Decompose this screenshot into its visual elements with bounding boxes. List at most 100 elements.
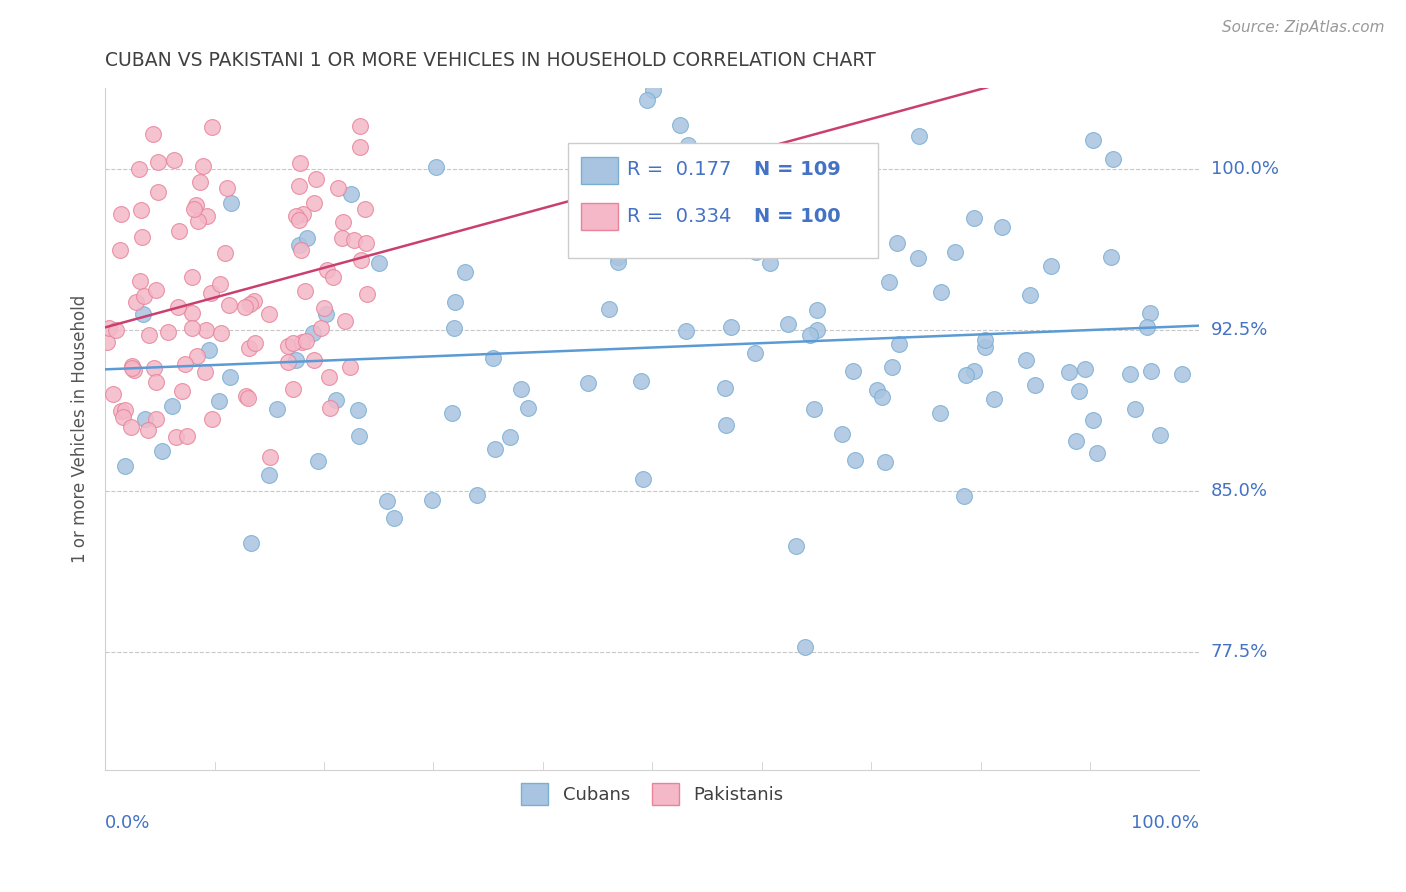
Point [516, 401, 538, 416]
Point [215, 180, 238, 194]
Point [281, 382, 304, 396]
Point [181, 306, 204, 320]
Point [201, 120, 224, 135]
FancyBboxPatch shape [568, 143, 877, 259]
Point [645, 173, 668, 187]
Point [288, 213, 311, 227]
Point [744, 244, 766, 259]
Point [277, 339, 299, 353]
Point [143, 360, 166, 375]
Point [309, 321, 332, 335]
Point [1139, 364, 1161, 378]
Point [132, 289, 155, 303]
Point [148, 155, 170, 169]
Point [443, 321, 465, 335]
Point [294, 284, 316, 298]
Point [714, 417, 737, 432]
Point [340, 187, 363, 202]
Point [290, 156, 312, 170]
Text: R =  0.177: R = 0.177 [627, 161, 731, 179]
Point [97, 321, 120, 335]
Point [962, 211, 984, 226]
Point [991, 220, 1014, 235]
Point [354, 202, 377, 216]
FancyBboxPatch shape [581, 157, 619, 184]
Point [799, 328, 821, 343]
Point [343, 233, 366, 247]
Point [866, 383, 889, 397]
Point [794, 640, 817, 655]
Point [347, 428, 370, 442]
Point [1019, 287, 1042, 301]
Point [1064, 434, 1087, 448]
Point [636, 238, 658, 252]
Point [245, 335, 267, 350]
Point [288, 237, 311, 252]
Point [183, 202, 205, 216]
Point [335, 55, 357, 70]
Point [266, 402, 288, 417]
Point [314, 301, 336, 316]
Text: Source: ZipAtlas.com: Source: ZipAtlas.com [1222, 20, 1385, 35]
Point [128, 274, 150, 288]
Point [325, 393, 347, 408]
Point [238, 297, 260, 311]
Point [167, 300, 190, 314]
Point [219, 370, 242, 384]
Point [332, 215, 354, 229]
Point [128, 162, 150, 177]
Text: 77.5%: 77.5% [1211, 643, 1268, 661]
Point [201, 411, 224, 425]
Point [197, 343, 219, 357]
Point [870, 390, 893, 404]
Point [842, 364, 865, 378]
Point [318, 370, 340, 384]
Point [277, 355, 299, 369]
Point [425, 160, 447, 174]
Point [172, 384, 194, 398]
Point [808, 219, 831, 234]
Point [714, 381, 737, 395]
Point [233, 301, 256, 315]
Point [330, 231, 353, 245]
Point [1015, 353, 1038, 368]
Text: CUBAN VS PAKISTANI 1 OR MORE VEHICLES IN HOUSEHOLD CORRELATION CHART: CUBAN VS PAKISTANI 1 OR MORE VEHICLES IN… [105, 51, 876, 70]
Point [319, 401, 342, 415]
Point [294, 334, 316, 348]
Point [188, 175, 211, 189]
Point [983, 392, 1005, 406]
Point [114, 459, 136, 474]
Point [929, 285, 952, 299]
Point [676, 138, 699, 153]
Point [973, 340, 995, 354]
Point [633, 472, 655, 486]
Point [953, 490, 976, 504]
Point [110, 207, 132, 221]
Point [1069, 384, 1091, 399]
Point [875, 454, 897, 468]
Point [176, 429, 198, 443]
Point [129, 202, 152, 217]
Point [191, 160, 214, 174]
Point [499, 430, 522, 444]
Point [465, 488, 488, 502]
Point [886, 235, 908, 250]
Point [238, 391, 260, 405]
Point [356, 287, 378, 301]
Point [136, 423, 159, 437]
Point [806, 323, 828, 337]
Point [138, 328, 160, 343]
Point [382, 511, 405, 525]
FancyBboxPatch shape [581, 203, 619, 230]
Point [907, 251, 929, 265]
Point [163, 153, 186, 168]
Point [257, 307, 280, 321]
Point [219, 195, 242, 210]
Point [641, 83, 664, 97]
Point [785, 540, 807, 554]
Point [356, 235, 378, 250]
Point [315, 307, 337, 321]
Text: R =  0.334: R = 0.334 [627, 207, 731, 226]
Point [877, 276, 900, 290]
Point [955, 368, 977, 382]
